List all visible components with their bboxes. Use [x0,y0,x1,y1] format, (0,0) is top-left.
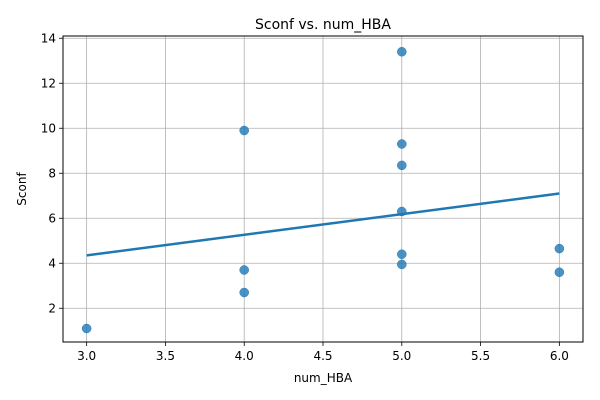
x-axis: 3.0 3.5 4.0 4.5 5.0 5.5 6.0 [77,342,569,363]
x-tick-label: 5.5 [471,349,490,363]
x-tick-label: 4.5 [313,349,332,363]
data-point [554,267,565,277]
y-axis-label: Sconf [15,172,29,206]
y-tick-label: 6 [48,211,56,225]
y-tick-label: 12 [41,76,56,90]
y-tick-label: 2 [48,301,56,315]
data-point [397,160,407,171]
data-point [554,243,565,254]
y-axis: 2 4 6 8 10 12 14 [41,31,63,315]
regression-line [86,192,560,257]
plot-marks [81,47,565,334]
grid [63,36,583,342]
x-axis-label: num_HBA [294,371,353,385]
data-point [239,265,249,275]
data-point [81,323,92,334]
data-point [239,125,249,136]
y-tick-label: 14 [41,31,56,45]
y-tick-label: 10 [41,121,56,135]
x-tick-label: 3.5 [156,349,175,363]
chart-title: Sconf vs. num_HBA [255,17,391,33]
x-tick-label: 4.0 [235,349,254,363]
x-tick-label: 3.0 [77,349,96,363]
data-point [397,47,407,57]
x-tick-label: 6.0 [550,349,569,363]
data-point [239,287,249,298]
data-point [397,249,407,259]
data-point [397,139,407,149]
x-tick-label: 5.0 [392,349,411,363]
y-tick-label: 8 [48,166,56,180]
y-tick-label: 4 [48,256,56,270]
data-point [397,259,407,270]
